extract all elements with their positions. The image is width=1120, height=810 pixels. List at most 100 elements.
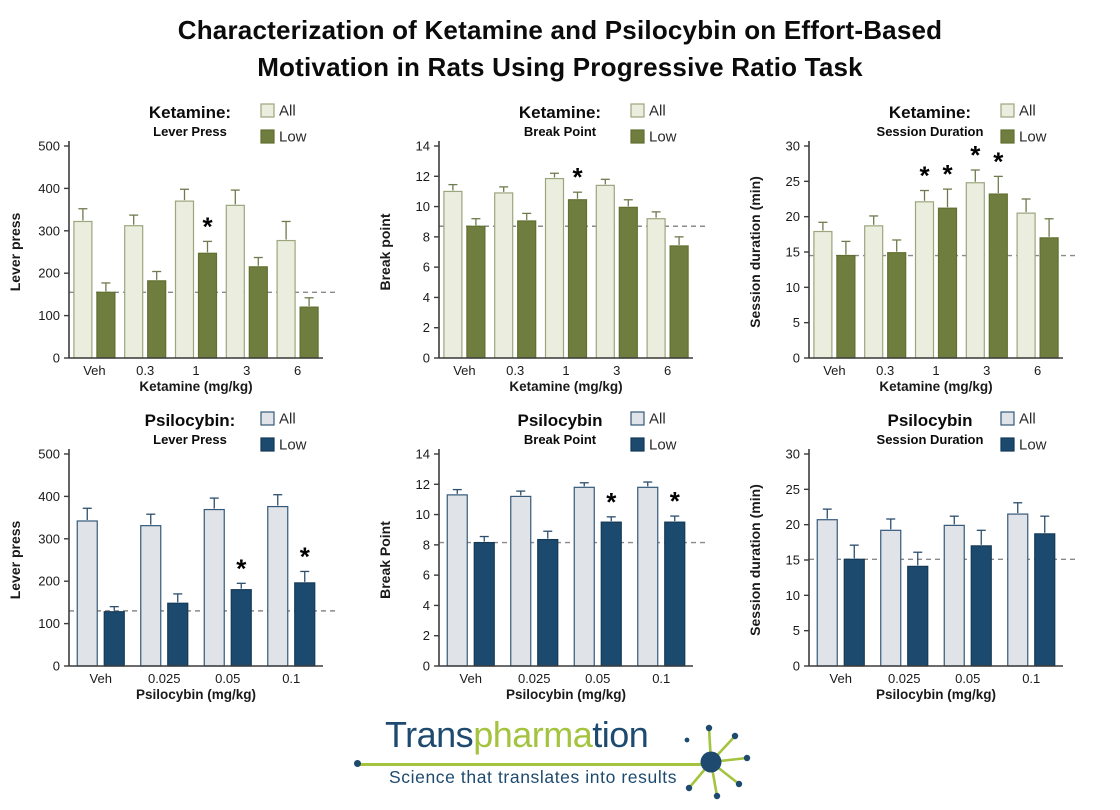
y-tick-label: 10 — [416, 507, 430, 522]
y-tick-label: 14 — [416, 447, 430, 462]
legend-label-all: All — [279, 411, 296, 428]
x-tick-label: 0.1 — [282, 671, 300, 686]
chart-subtitle: Session Duration — [877, 124, 984, 139]
chart-title: Ketamine: — [889, 103, 971, 122]
bar-low-0.1 — [294, 582, 316, 667]
bar-all-Veh — [446, 494, 468, 667]
x-tick-label: 0.05 — [585, 671, 610, 686]
chart-title: Psilocybin — [517, 411, 602, 430]
legend-swatch-all — [630, 411, 645, 426]
bar-low-1 — [937, 207, 958, 359]
x-axis-label: Ketamine (mg/kg) — [879, 379, 992, 394]
chart-ketamine-break-point: * 0 2 4 6 8 10 12 14 Veh 0.3 1 3 6 Ketamine (mg/kg) Bre… — [375, 94, 745, 402]
bar-low-3 — [988, 193, 1008, 359]
legend-label-low: Low — [279, 437, 307, 454]
figure-title-line1: Characterization of Ketamine and Psilocy… — [177, 15, 943, 45]
y-tick-label: 10 — [786, 280, 800, 295]
chart-subtitle: Break Point — [524, 432, 597, 447]
y-tick-label: 200 — [38, 266, 60, 281]
x-tick-label: Veh — [460, 671, 482, 686]
y-tick-label: 8 — [423, 537, 430, 552]
logo-underline-dot — [354, 760, 361, 767]
charts-grid: * 0 100 200 300 400 500 Veh 0.3 1 3 6 Ketamine (mg/k… — [0, 94, 1120, 710]
bar-low-0.025 — [537, 538, 559, 667]
bar-all-Veh — [813, 230, 833, 359]
bar-low-6 — [669, 245, 689, 359]
x-tick-label: 0.3 — [876, 363, 894, 378]
y-axis-label: Break Point — [377, 521, 393, 599]
bar-low-0.025 — [907, 565, 929, 667]
legend-swatch-low — [260, 437, 275, 452]
figure-poster: Characterization of Ketamine and Psilocy… — [0, 12, 1120, 810]
significance-asterisk: * — [300, 541, 311, 571]
legend-label-low: Low — [1019, 437, 1047, 454]
y-axis-label: Lever press — [7, 520, 23, 599]
x-tick-label: 3 — [983, 363, 990, 378]
y-tick-label: 15 — [786, 245, 800, 260]
x-tick-label: 6 — [1034, 363, 1041, 378]
bar-all-3 — [965, 182, 985, 359]
bar-low-6 — [299, 306, 319, 359]
bar-all-0.025 — [140, 525, 162, 667]
y-tick-label: 4 — [423, 598, 430, 613]
legend-label-all: All — [1019, 411, 1036, 428]
x-tick-label: 0.3 — [506, 363, 524, 378]
y-tick-label: 0 — [53, 351, 60, 366]
y-tick-label: 500 — [38, 139, 60, 154]
chart-title: Psilocybin: — [145, 411, 236, 430]
y-tick-label: 25 — [786, 482, 800, 497]
chart-title: Psilocybin — [887, 411, 972, 430]
bar-all-Veh — [73, 220, 93, 359]
bar-low-0.3 — [887, 252, 907, 359]
bar-all-0.05 — [573, 486, 595, 667]
x-axis-label: Psilocybin (mg/kg) — [876, 687, 996, 702]
x-tick-label: 6 — [664, 363, 671, 378]
legend-swatch-all — [630, 103, 645, 118]
y-tick-label: 400 — [38, 489, 60, 504]
figure-title-line2: Motivation in Rats Using Progressive Rat… — [257, 52, 863, 82]
bar-all-6 — [646, 218, 666, 359]
x-tick-label: Veh — [83, 363, 105, 378]
y-tick-label: 400 — [38, 181, 60, 196]
bar-all-0.05 — [943, 524, 965, 667]
x-tick-label: 3 — [243, 363, 250, 378]
legend-swatch-low — [1000, 437, 1015, 452]
y-tick-label: 0 — [53, 659, 60, 674]
chart-ketamine-session-duration: * * * * 0 5 10 15 20 25 30 Veh 0.3 1 3 6 Ketamine (mg/kg… — [745, 94, 1115, 402]
x-tick-label: Veh — [830, 671, 852, 686]
significance-asterisk: * — [202, 211, 213, 241]
bar-all-Veh — [76, 520, 98, 667]
y-tick-label: 100 — [38, 308, 60, 323]
y-tick-label: 8 — [423, 229, 430, 244]
bar-low-0.025 — [167, 602, 189, 667]
y-tick-label: 20 — [786, 209, 800, 224]
significance-asterisk: * — [993, 146, 1004, 176]
chart-title: Ketamine: — [519, 103, 601, 122]
y-tick-label: 0 — [793, 659, 800, 674]
x-axis-label: Ketamine (mg/kg) — [139, 379, 252, 394]
y-tick-label: 4 — [423, 290, 430, 305]
starburst-icon — [684, 724, 751, 800]
logo-word-part1: Trans — [385, 714, 474, 755]
x-tick-label: 1 — [192, 363, 199, 378]
bar-low-0.1 — [1034, 533, 1056, 667]
legend-swatch-all — [1000, 103, 1015, 118]
figure-title: Characterization of Ketamine and Psilocy… — [0, 12, 1120, 86]
y-tick-label: 20 — [786, 517, 800, 532]
bar-all-0.1 — [637, 486, 659, 667]
y-tick-label: 12 — [416, 477, 430, 492]
y-tick-label: 500 — [38, 447, 60, 462]
x-tick-label: Veh — [453, 363, 475, 378]
bar-low-Veh — [103, 611, 125, 667]
legend-swatch-low — [630, 437, 645, 452]
chart-psilocybin-session-duration: 0 5 10 15 20 25 30 Veh 0.025 0.05 0.1 Psilocybin (m… — [745, 402, 1115, 710]
bar-all-1 — [174, 200, 195, 359]
y-tick-label: 300 — [38, 531, 60, 546]
bar-all-3 — [225, 204, 245, 359]
chart-svg-psilocybin-session-duration: 0 5 10 15 20 25 30 Veh 0.025 0.05 0.1 Psilocybin (m… — [747, 411, 1079, 702]
x-tick-label: 0.3 — [136, 363, 154, 378]
y-tick-label: 10 — [786, 588, 800, 603]
legend-label-low: Low — [1019, 129, 1047, 146]
logo-wordmark: Transpharmation — [385, 714, 649, 756]
legend-swatch-all — [260, 411, 275, 426]
